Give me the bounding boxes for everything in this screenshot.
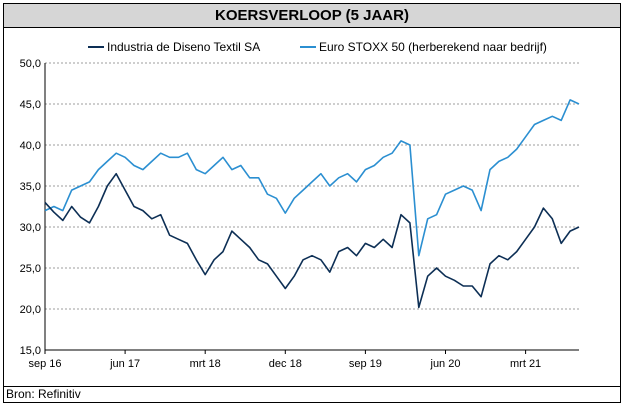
- y-tick-label: 20,0: [20, 304, 41, 316]
- x-tick-label: dec 18: [269, 358, 302, 370]
- chart-title: KOERSVERLOOP (5 JAAR): [4, 4, 620, 28]
- y-tick-label: 35,0: [20, 181, 41, 193]
- y-tick-label: 30,0: [20, 222, 41, 234]
- y-tick-label: 45,0: [20, 99, 41, 111]
- y-tick-label: 25,0: [20, 263, 41, 275]
- x-tick-label: sep 16: [28, 358, 61, 370]
- legend-item-company: Industria de Diseno Textil SA: [88, 40, 260, 54]
- x-tick-label: mrt 18: [190, 358, 221, 370]
- series-line-company: [44, 172, 580, 309]
- legend-label-index: Euro STOXX 50 (herberekend naar bedrijf): [319, 40, 547, 54]
- x-tick-label: jun 20: [430, 358, 461, 370]
- x-tick-label: jun 17: [109, 358, 140, 370]
- x-tick-label: mrt 21: [510, 358, 541, 370]
- legend: Industria de Diseno Textil SA Euro STOXX…: [4, 40, 620, 56]
- legend-swatch-company: [88, 46, 104, 48]
- legend-item-index: Euro STOXX 50 (herberekend naar bedrijf): [300, 40, 547, 54]
- x-tick-label: sep 19: [349, 358, 382, 370]
- source-note: Bron: Refinitiv: [4, 386, 620, 402]
- series-line-index: [44, 99, 580, 257]
- legend-swatch-index: [300, 46, 316, 48]
- y-tick-label: 50,0: [20, 58, 41, 70]
- y-tick-label: 15,0: [20, 345, 41, 357]
- legend-label-company: Industria de Diseno Textil SA: [107, 40, 261, 54]
- y-tick-label: 40,0: [20, 140, 41, 152]
- chart-plot: 15,0 20,0 25,0 30,0 35,0 40,0 45,0 50,0 sep 16 ju…: [20, 58, 580, 370]
- chart-frame: KOERSVERLOOP (5 JAAR) Industria de Disen…: [3, 3, 621, 403]
